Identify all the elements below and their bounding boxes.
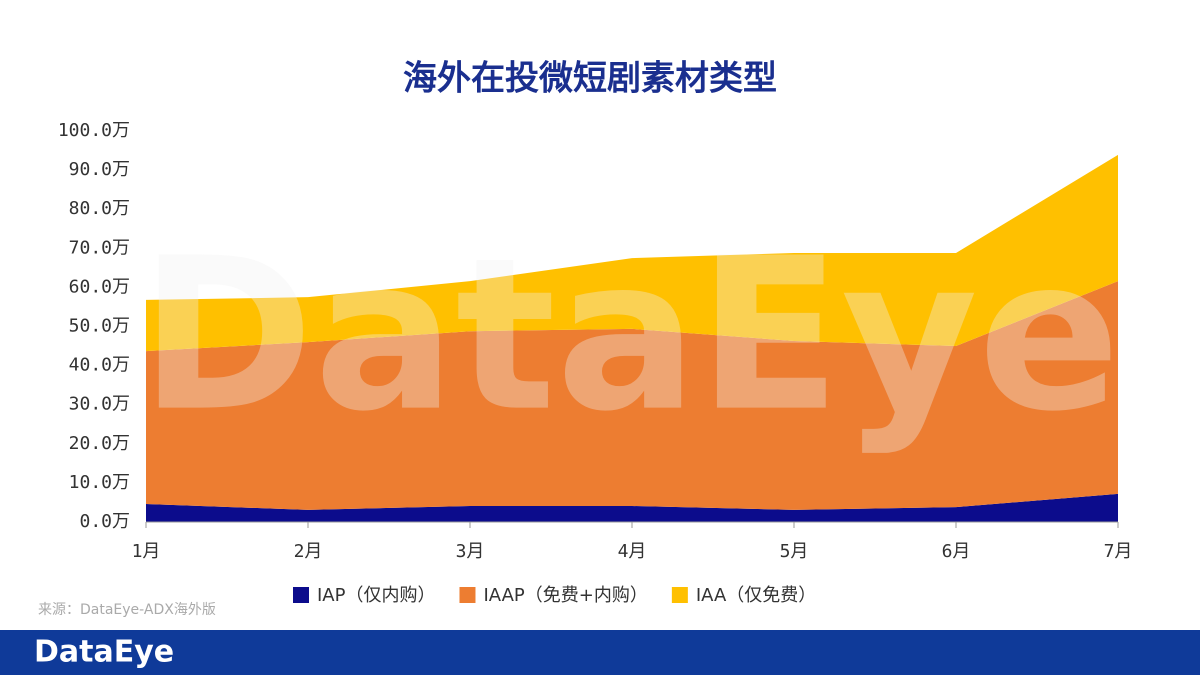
legend-swatch xyxy=(293,587,309,603)
y-tick-label: 50.0万 xyxy=(69,316,130,337)
y-tick-label: 20.0万 xyxy=(69,433,130,454)
y-tick-label: 90.0万 xyxy=(69,159,130,180)
footer-bar xyxy=(0,630,1200,675)
source-note: 来源：DataEye-ADX海外版 xyxy=(38,602,216,618)
x-tick-label: 5月 xyxy=(780,541,809,562)
x-tick-label: 4月 xyxy=(618,541,647,562)
y-tick-label: 10.0万 xyxy=(69,472,130,493)
y-tick-label: 0.0万 xyxy=(79,511,130,532)
x-tick-label: 3月 xyxy=(456,541,485,562)
legend-label: IAA（仅免费） xyxy=(696,585,816,606)
y-tick-label: 30.0万 xyxy=(69,394,130,415)
x-tick-label: 6月 xyxy=(942,541,971,562)
x-tick-label: 1月 xyxy=(132,541,161,562)
chart-title: 海外在投微短剧素材类型 xyxy=(403,59,777,99)
area xyxy=(146,493,1118,522)
plot-area xyxy=(146,154,1118,522)
legend-swatch xyxy=(671,587,688,603)
legend-label: IAP（仅内购） xyxy=(317,585,435,606)
legend-label: IAAP（免费+内购） xyxy=(483,585,647,606)
watermark: DataEye xyxy=(140,213,1121,458)
area xyxy=(146,281,1118,510)
y-tick-label: 80.0万 xyxy=(69,198,130,219)
footer-logo: DataEye xyxy=(34,635,174,670)
y-tick-label: 40.0万 xyxy=(69,355,130,376)
y-tick-label: 70.0万 xyxy=(69,237,130,258)
y-tick-label: 60.0万 xyxy=(69,276,130,297)
legend-swatch xyxy=(459,587,476,603)
y-tick-label: 100.0万 xyxy=(58,120,130,141)
x-tick-label: 7月 xyxy=(1104,541,1133,562)
area xyxy=(146,154,1118,352)
x-tick-label: 2月 xyxy=(294,541,323,562)
